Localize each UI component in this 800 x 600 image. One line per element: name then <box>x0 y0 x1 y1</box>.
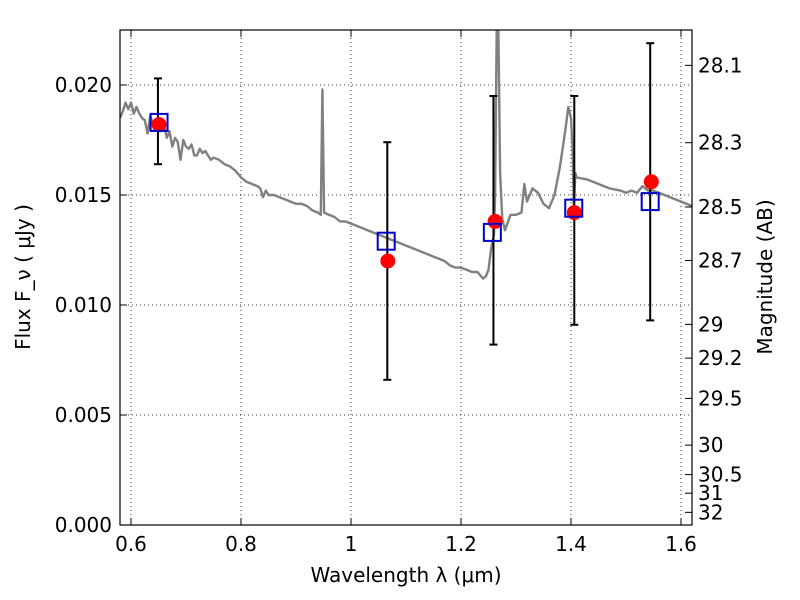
y-tick-label: 0.015 <box>55 183 112 207</box>
axes: 0.6 0.8 1 1.2 1.4 1.6 0.000 0.005 0.010 0.015 0.02… <box>55 30 743 556</box>
x-tick-label: 1.4 <box>555 532 587 556</box>
model-flux-square <box>149 112 169 132</box>
observed-flux-point <box>487 213 503 229</box>
x-axis-label: Wavelength λ (μm) <box>310 563 501 587</box>
x-tick-label: 0.8 <box>225 532 257 556</box>
model-flux-square <box>482 222 502 242</box>
markers <box>149 42 660 381</box>
mag-tick-label: 28.5 <box>698 195 743 219</box>
y-tick-label: 0.000 <box>55 513 112 537</box>
observed-flux-point <box>151 117 167 133</box>
mag-tick-label: 28.1 <box>698 53 743 77</box>
x-tick-label: 0.6 <box>115 532 147 556</box>
observed-flux-point <box>380 253 396 269</box>
plot-area <box>120 30 692 280</box>
observed-flux-point <box>566 205 582 221</box>
y-tick-label: 0.010 <box>55 293 112 317</box>
x-tick-label: 1 <box>345 532 358 556</box>
grid <box>120 30 692 526</box>
plot-frame <box>119 29 693 526</box>
mag-tick-label: 30 <box>698 433 723 457</box>
model-spectrum-line <box>120 30 692 280</box>
y-axis-right-label: Magnitude (AB) <box>753 199 777 354</box>
model-flux-square <box>376 231 396 251</box>
mag-tick-label: 28.7 <box>698 249 743 273</box>
mag-tick-label: 29.5 <box>698 386 743 410</box>
mag-tick-label: 29 <box>698 312 723 336</box>
x-tick-label: 1.6 <box>665 532 697 556</box>
model-flux-square <box>564 198 584 218</box>
x-tick-label: 1.2 <box>445 532 477 556</box>
mag-tick-label: 30.5 <box>698 463 743 487</box>
y-tick-label: 0.005 <box>55 403 112 427</box>
y-tick-label: 0.020 <box>55 73 112 97</box>
mag-tick-label: 32 <box>698 500 723 524</box>
model-flux-square <box>640 192 660 212</box>
mag-tick-label: 28.3 <box>698 131 743 155</box>
y-axis-label: Flux F_ν ( μJy ) <box>11 204 35 350</box>
mag-tick-label: 31 <box>698 481 723 505</box>
mag-tick-label: 29.2 <box>698 346 743 370</box>
observed-flux-point <box>643 174 659 190</box>
